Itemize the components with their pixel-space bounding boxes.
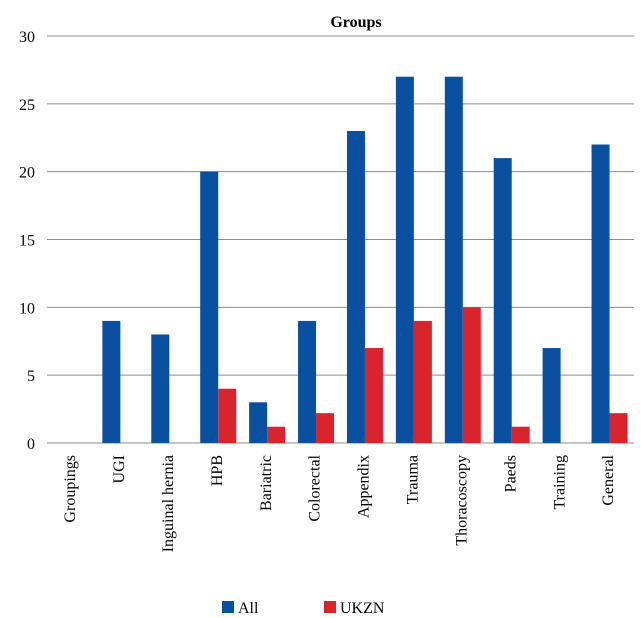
bar-ukzn-7 — [413, 320, 432, 443]
gridlines — [47, 35, 634, 444]
y-axis: 0 5 10 15 20 25 30 — [19, 29, 35, 453]
y-tick-label: 10 — [19, 300, 35, 317]
bar-all-5 — [298, 320, 317, 443]
y-tick-label: 5 — [27, 368, 35, 385]
bar-all-6 — [346, 130, 365, 443]
y-tick-label: 25 — [19, 97, 35, 114]
y-tick-label: 0 — [27, 436, 35, 453]
x-tick-label: Inguinal hernia — [160, 455, 177, 552]
legend-swatch-ukzn — [324, 601, 336, 613]
x-tick-label: UGI — [111, 455, 128, 483]
bar-all-11 — [591, 144, 610, 444]
y-tick-label: 30 — [19, 29, 35, 46]
x-tick-label: Paeds — [502, 455, 519, 492]
bars — [102, 76, 628, 444]
x-tick-label: Training — [551, 455, 568, 510]
x-tick-label: General — [600, 454, 617, 505]
bar-ukzn-9 — [511, 426, 530, 443]
bar-all-4 — [249, 402, 268, 443]
y-tick-label: 15 — [19, 233, 35, 250]
x-tick-label: Appendix — [356, 455, 373, 518]
x-axis: Groupings UGI Inguinal hernia HPB Bariatric C… — [62, 454, 617, 552]
bar-all-2 — [151, 334, 170, 443]
x-tick-label: Trauma — [405, 455, 422, 504]
x-tick-label: Groupings — [62, 455, 79, 523]
bar-all-7 — [395, 76, 414, 443]
x-tick-label: Bariatric — [258, 455, 275, 511]
y-tick-label: 20 — [19, 165, 35, 182]
bar-ukzn-11 — [609, 413, 628, 443]
bar-all-8 — [444, 76, 463, 443]
bar-all-10 — [542, 348, 561, 443]
bar-ukzn-4 — [267, 426, 286, 443]
bar-ukzn-6 — [364, 348, 383, 443]
legend: All UKZN — [222, 600, 385, 617]
bar-all-9 — [493, 158, 512, 443]
legend-swatch-all — [222, 601, 234, 613]
legend-label-ukzn: UKZN — [340, 600, 385, 617]
chart-title: Groups — [330, 14, 381, 31]
bar-ukzn-5 — [316, 413, 335, 443]
legend-label-all: All — [238, 600, 259, 617]
x-tick-label: HPB — [209, 455, 226, 486]
bar-all-3 — [200, 171, 219, 443]
x-tick-label: Thoracoscopy — [453, 455, 470, 546]
bar-ukzn-3 — [218, 388, 237, 443]
bar-ukzn-8 — [462, 307, 481, 443]
x-tick-label: Colorectal — [307, 454, 324, 521]
bar-all-1 — [102, 320, 121, 443]
